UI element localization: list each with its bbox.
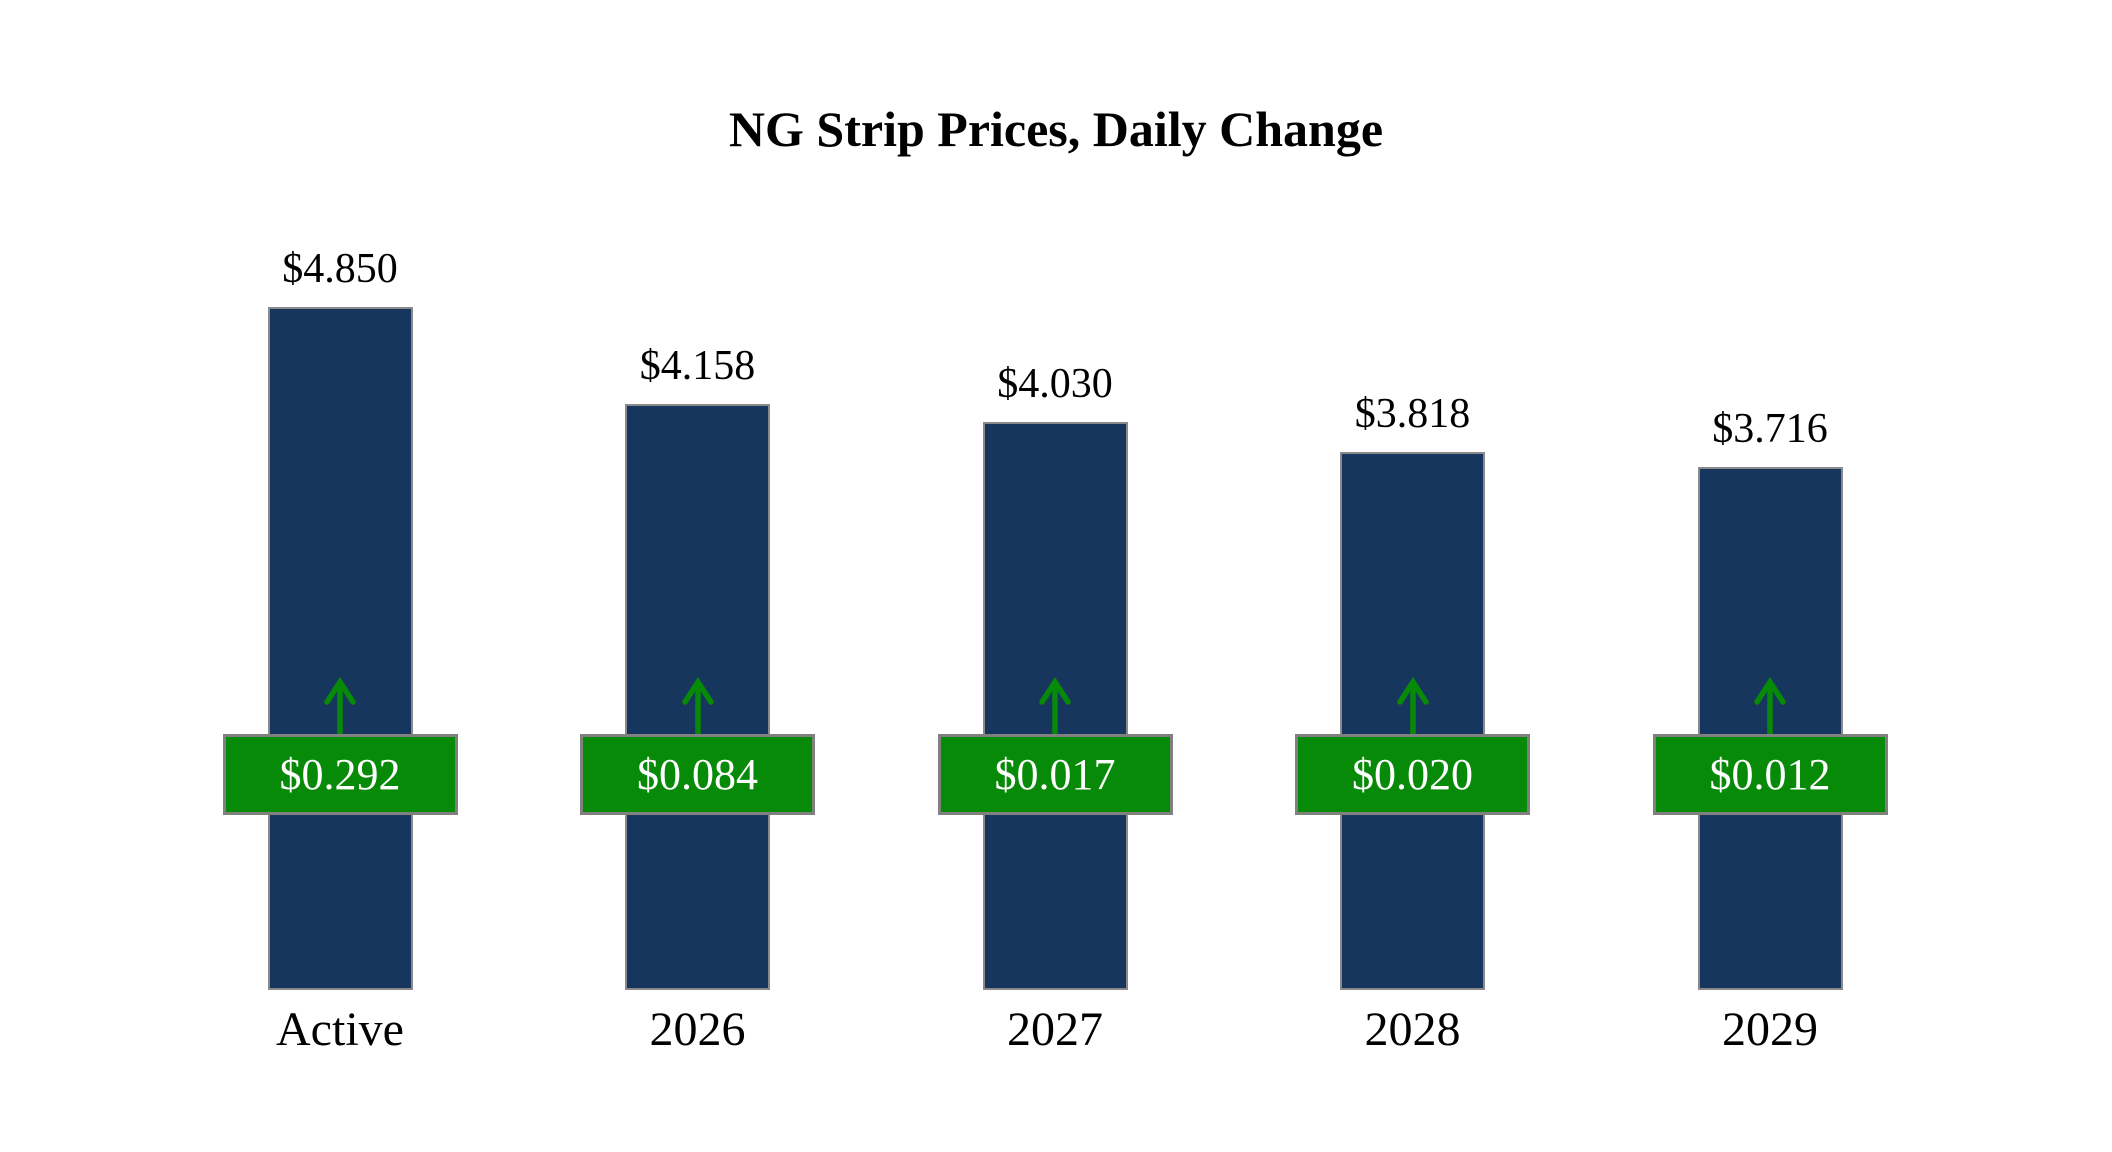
bar-value-label: $3.818 [1354, 391, 1471, 437]
up-arrow-icon [676, 676, 720, 743]
bar-value-label: $4.030 [997, 361, 1113, 407]
up-arrow-icon [1391, 676, 1435, 743]
up-arrow-icon [1748, 676, 1792, 743]
daily-change-badge: $0.084 [580, 734, 815, 815]
bar-value-label: $4.850 [282, 246, 398, 292]
bar [267, 307, 413, 990]
daily-change-badge: $0.020 [1295, 734, 1530, 815]
up-arrow-icon [1033, 676, 1077, 743]
category-label: 2029 [1722, 1003, 1818, 1056]
bar-value-label: $3.716 [1712, 406, 1828, 452]
daily-change-badge: $0.012 [1652, 734, 1888, 815]
category-label: 2027 [1007, 1003, 1103, 1056]
daily-change-badge: $0.017 [937, 734, 1173, 815]
daily-change-badge: $0.292 [222, 734, 458, 815]
category-label: 2028 [1364, 1003, 1461, 1056]
chart-title: NG Strip Prices, Daily Change [728, 101, 1384, 157]
up-arrow-icon [318, 676, 362, 743]
bar-value-label: $4.158 [639, 343, 756, 389]
category-label: 2026 [649, 1003, 746, 1056]
category-label: Active [276, 1003, 404, 1056]
